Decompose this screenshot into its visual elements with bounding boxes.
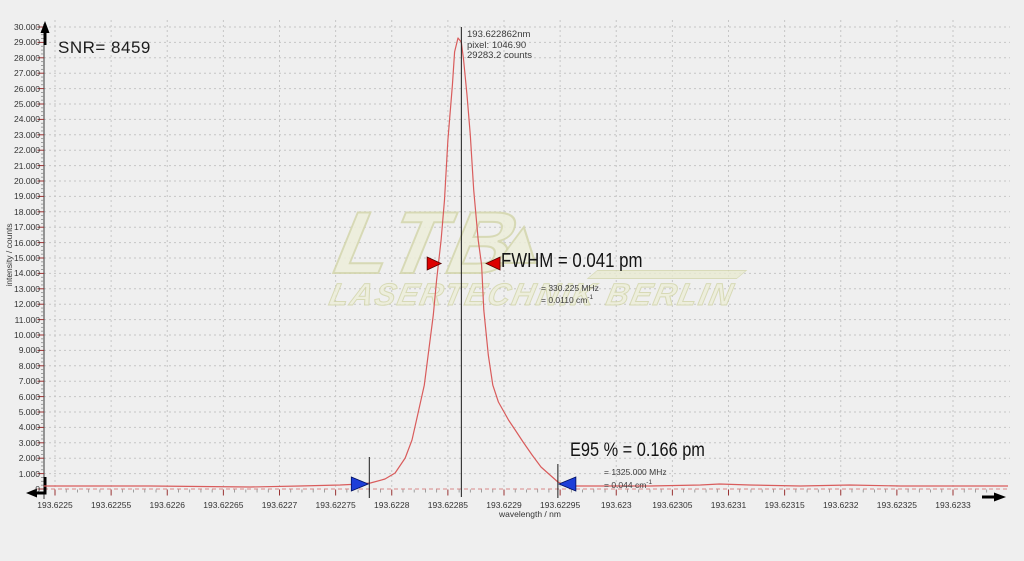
fwhm-readout: FWHM = 0.041 pm [501,250,643,272]
x-tick-label: 193.62315 [764,500,805,510]
e95-readout: E95 % = 0.166 pm [570,440,705,461]
y-tick-label: 29.000 [14,37,40,48]
x-tick-label: 193.62305 [652,500,693,510]
y-tick-label: 11.000 [14,314,40,325]
y-tick-label: 16.000 [14,237,40,248]
fwhm-wavenumber-readout: = 0.0110 cm-1 [541,294,593,305]
y-tick-label: 13.000 [14,283,40,294]
e95-wavenumber-base: = 0.044 cm [604,479,647,490]
fwhm-mhz-readout: = 330.225 MHz [541,283,599,293]
y-tick-label: 28.000 [14,52,40,63]
y-tick-label: 2.000 [18,453,40,464]
peak-annotation: 193.622862nm pixel: 1046.90 29283.2 coun… [467,29,532,62]
y-tick-label: 19.000 [14,191,40,202]
x-tick-label: 193.6233 [935,500,971,510]
x-tick-label: 193.62325 [876,500,917,510]
x-tick-label: 193.6228 [374,500,410,510]
y-tick-label: 4.000 [18,422,40,433]
fwhm-left-arrow-icon [426,256,443,271]
y-tick-label: 3.000 [18,437,40,448]
y-tick-label: 26.000 [14,83,40,94]
y-tick-label: 25.000 [14,99,40,109]
y-tick-label: 30.000 [14,22,40,32]
e95-left-arrow-icon [350,476,370,492]
y-tick-label: 23.000 [14,129,40,140]
x-tick-label: 193.6232 [823,500,859,510]
e95-wavenumber-readout: = 0.044 cm-1 [604,479,652,490]
x-tick-label: 193.6225 [37,500,73,510]
fwhm-wavenumber-base: = 0.0110 cm [541,294,588,305]
y-tick-label: 5.000 [18,407,40,417]
x-tick-label: 193.62275 [315,500,356,510]
x-tick-label: 193.62285 [427,500,468,510]
peak-wavelength-value: 193.622862nm [467,29,531,40]
peak-pixel-value: pixel: 1046.90 [467,39,527,51]
y-tick-label: 0 [35,484,40,494]
y-tick-label: 18.000 [14,206,40,217]
y-tick-label: 9.000 [18,345,40,356]
x-tick-label: 193.623 [600,500,632,510]
origin-arrow-shaft [34,477,47,495]
y-axis-up-arrow-icon [40,21,50,33]
y-tick-label: 6.000 [18,391,40,402]
y-tick-label: 12.000 [14,299,40,310]
y-tick-label: 14.000 [14,268,40,279]
x-tick-label: 193.6226 [149,500,185,510]
x-tick-label: 193.62265 [203,500,244,510]
y-tick-label: 27.000 [14,68,40,79]
fwhm-wavenumber-exponent: -1 [587,294,594,301]
x-tick-label: 193.6231 [710,500,747,510]
e95-wavenumber-exponent: -1 [646,479,653,486]
x-tick-label: 193.62295 [540,500,581,510]
y-tick-label: 20.000 [14,176,40,186]
y-tick-label: 1.000 [18,468,40,479]
y-tick-label: 8.000 [18,360,40,371]
x-axis-right-arrow-icon [994,492,1006,502]
x-tick-label: 193.62255 [91,500,132,510]
snr-readout: SNR= 8459 [58,38,151,57]
peak-counts-value: 29283.2 counts [467,50,532,61]
y-tick-label: 22.000 [14,145,40,156]
y-tick-label: 24.000 [14,114,40,125]
x-tick-label: 193.6227 [261,500,298,510]
e95-right-arrow-icon [557,476,577,492]
x-axis-title: wavelength / nm [499,509,561,519]
y-tick-label: 10.000 [14,330,40,340]
y-tick-label: 17.000 [14,222,40,233]
origin-left-arrow-icon [26,488,37,498]
x-tick-label: 193.6229 [486,500,522,510]
y-tick-label: 15.000 [14,253,40,263]
y-tick-label: 21.000 [14,160,40,171]
y-tick-label: 7.000 [18,376,40,387]
spectrum-curve [43,37,1008,488]
e95-mhz-readout: = 1325.000 MHz [604,467,667,477]
fwhm-right-arrow-icon [485,256,501,271]
